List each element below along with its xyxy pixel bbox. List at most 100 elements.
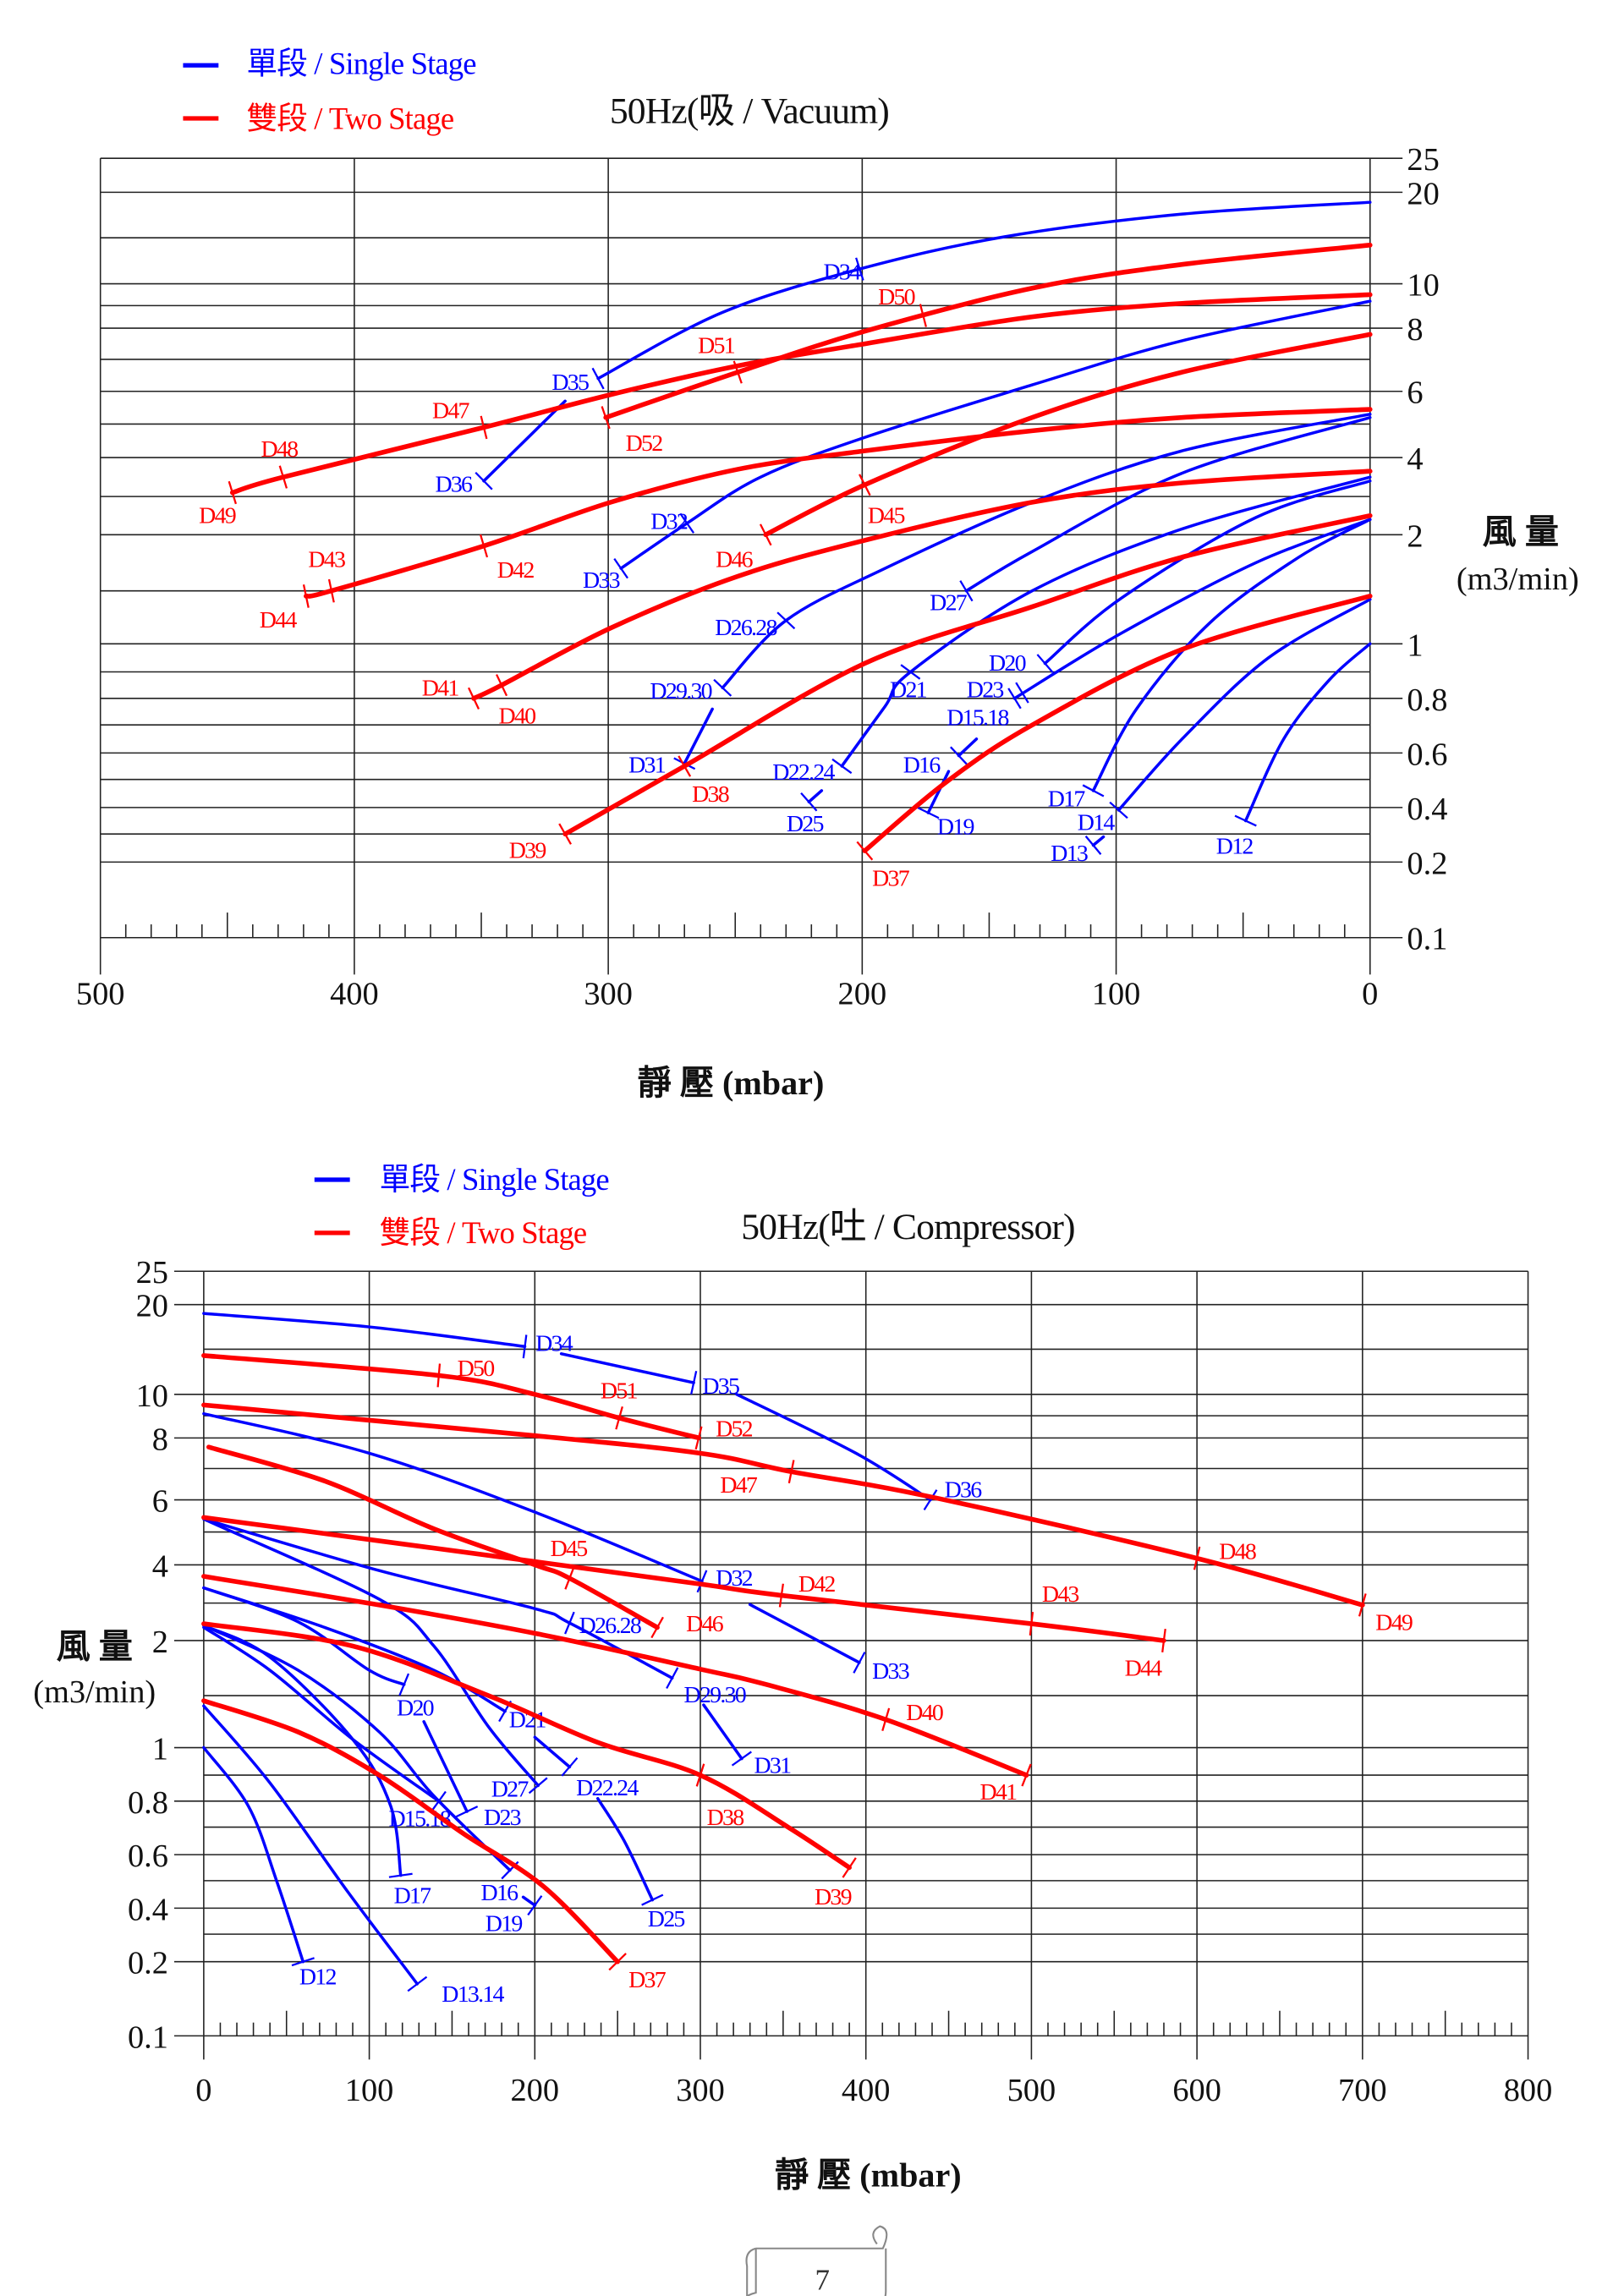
curve-single-stage bbox=[202, 1745, 305, 1964]
model-label-d12: D12 bbox=[1216, 833, 1254, 859]
curve-single-stage bbox=[840, 475, 1372, 768]
curve-end-marker bbox=[666, 1667, 679, 1690]
curve-single-stage bbox=[202, 1517, 674, 1680]
vacuum-chart-title: 50Hz(吸 / Vacuum) bbox=[610, 90, 889, 131]
model-label-d34: D34 bbox=[823, 259, 861, 285]
curve-end-marker bbox=[1084, 835, 1102, 855]
curve-end-marker bbox=[480, 415, 488, 440]
model-label-d31: D31 bbox=[628, 752, 666, 778]
model-label-d20: D20 bbox=[397, 1696, 434, 1722]
x-tick-label: 0 bbox=[195, 2073, 211, 2108]
x-tick-label: 600 bbox=[1172, 2073, 1221, 2108]
curve-single-stage bbox=[202, 1704, 420, 1986]
x-tick-label: 300 bbox=[584, 976, 633, 1011]
model-label-d42: D42 bbox=[798, 1571, 836, 1597]
curve-end-marker bbox=[479, 534, 489, 558]
x-tick-label: 0 bbox=[1362, 976, 1378, 1011]
y-tick-label: 25 bbox=[136, 1255, 168, 1290]
curve-end-marker bbox=[778, 1583, 784, 1608]
x-tick-label: 200 bbox=[510, 2073, 559, 2108]
curve-end-marker bbox=[302, 584, 310, 608]
curve-end-marker bbox=[522, 1334, 528, 1359]
curve-end-marker bbox=[475, 471, 493, 490]
y-tick-label: 0.6 bbox=[1407, 737, 1447, 772]
y-tick-label: 0.1 bbox=[128, 2019, 168, 2055]
curve-end-marker bbox=[496, 674, 508, 697]
curve-single-stage bbox=[735, 1393, 932, 1502]
legend-single-stage-label: 單段 / Single Stage bbox=[380, 1162, 609, 1197]
curve-end-marker bbox=[1029, 1612, 1034, 1636]
model-label-d19: D19 bbox=[937, 814, 974, 841]
x-tick-label: 400 bbox=[330, 976, 379, 1011]
model-label-d52: D52 bbox=[626, 430, 663, 457]
curve-end-marker bbox=[615, 1406, 623, 1430]
model-label-d37: D37 bbox=[628, 1967, 667, 1993]
y-tick-label: 10 bbox=[1407, 268, 1439, 304]
curve-end-marker bbox=[1234, 814, 1257, 827]
y-tick-label: 8 bbox=[1407, 312, 1423, 348]
model-label-d29-30: D29.30 bbox=[684, 1682, 746, 1708]
curve-end-marker bbox=[919, 304, 927, 327]
curve-end-marker bbox=[853, 1652, 866, 1674]
curve-end-marker bbox=[695, 1763, 705, 1787]
compressor-chart-legend: 單段 / Single Stage 雙段 / Two Stage bbox=[314, 1162, 610, 1250]
model-label-d50: D50 bbox=[878, 284, 915, 310]
curve-two-stage bbox=[201, 1698, 620, 1964]
model-label-d43: D43 bbox=[1042, 1581, 1079, 1608]
curve-single-stage bbox=[422, 1720, 469, 1813]
model-label-d48: D48 bbox=[261, 436, 298, 463]
curve-end-marker bbox=[436, 1363, 442, 1388]
curve-single-stage bbox=[596, 200, 1372, 381]
model-label-d47: D47 bbox=[720, 1472, 758, 1499]
x-tick-label: 300 bbox=[676, 2073, 725, 2108]
model-label-d29-30: D29.30 bbox=[650, 678, 711, 704]
model-label-d46: D46 bbox=[686, 1611, 724, 1637]
model-label-d39: D39 bbox=[509, 838, 546, 864]
x-tick-label: 800 bbox=[1504, 2073, 1553, 2108]
model-label-d13: D13 bbox=[1051, 841, 1088, 867]
curve-end-marker bbox=[564, 1611, 575, 1635]
curve-single-stage bbox=[702, 1703, 743, 1761]
model-label-d39: D39 bbox=[815, 1884, 852, 1910]
model-label-d41: D41 bbox=[422, 676, 459, 702]
curve-two-stage bbox=[862, 594, 1373, 853]
model-label-d40: D40 bbox=[498, 704, 535, 730]
y-tick-label: 0.8 bbox=[128, 1785, 168, 1821]
y-tick-label: 10 bbox=[136, 1378, 168, 1414]
y-tick-label: 8 bbox=[152, 1422, 168, 1457]
curve-end-marker bbox=[291, 1957, 315, 1967]
curve-end-marker bbox=[1036, 654, 1054, 673]
curve-end-marker bbox=[678, 755, 692, 777]
y-tick-label: 6 bbox=[152, 1484, 168, 1520]
curve-end-marker bbox=[1021, 1763, 1032, 1787]
compressor-y-axis-unit: (m3/min) bbox=[33, 1674, 156, 1710]
model-label-d49: D49 bbox=[1375, 1609, 1413, 1636]
curve-end-marker bbox=[228, 480, 237, 505]
model-label-d23: D23 bbox=[484, 1805, 521, 1831]
curve-two-stage bbox=[229, 292, 1373, 496]
model-label-d17: D17 bbox=[394, 1882, 432, 1909]
curve-single-stage bbox=[202, 1586, 507, 1713]
curve-single-stage bbox=[482, 399, 567, 483]
model-label-d44: D44 bbox=[260, 607, 298, 633]
curve-end-marker bbox=[696, 1570, 708, 1593]
y-tick-label: 0.2 bbox=[1407, 846, 1447, 881]
model-label-d41: D41 bbox=[980, 1779, 1018, 1806]
y-tick-label: 20 bbox=[1407, 176, 1439, 211]
vacuum-chart-legend: 單段 / Single Stage 雙段 / Two Stage bbox=[183, 47, 477, 135]
curve-end-marker bbox=[831, 758, 853, 775]
legend-two-stage-label: 雙段 / Two Stage bbox=[380, 1215, 587, 1250]
curve-end-marker bbox=[776, 611, 796, 630]
curve-single-stage bbox=[202, 1624, 403, 1877]
curve-end-marker bbox=[641, 1893, 664, 1906]
curve-end-marker bbox=[528, 1777, 548, 1795]
curve-single-stage bbox=[559, 1352, 695, 1384]
model-label-d31: D31 bbox=[754, 1753, 791, 1779]
curve-end-marker bbox=[690, 1371, 698, 1395]
y-tick-label: 6 bbox=[1407, 375, 1423, 411]
curve-end-marker bbox=[601, 406, 611, 430]
model-label-d19: D19 bbox=[486, 1910, 523, 1937]
curve-end-marker bbox=[1007, 688, 1022, 710]
curve-end-marker bbox=[468, 687, 480, 710]
